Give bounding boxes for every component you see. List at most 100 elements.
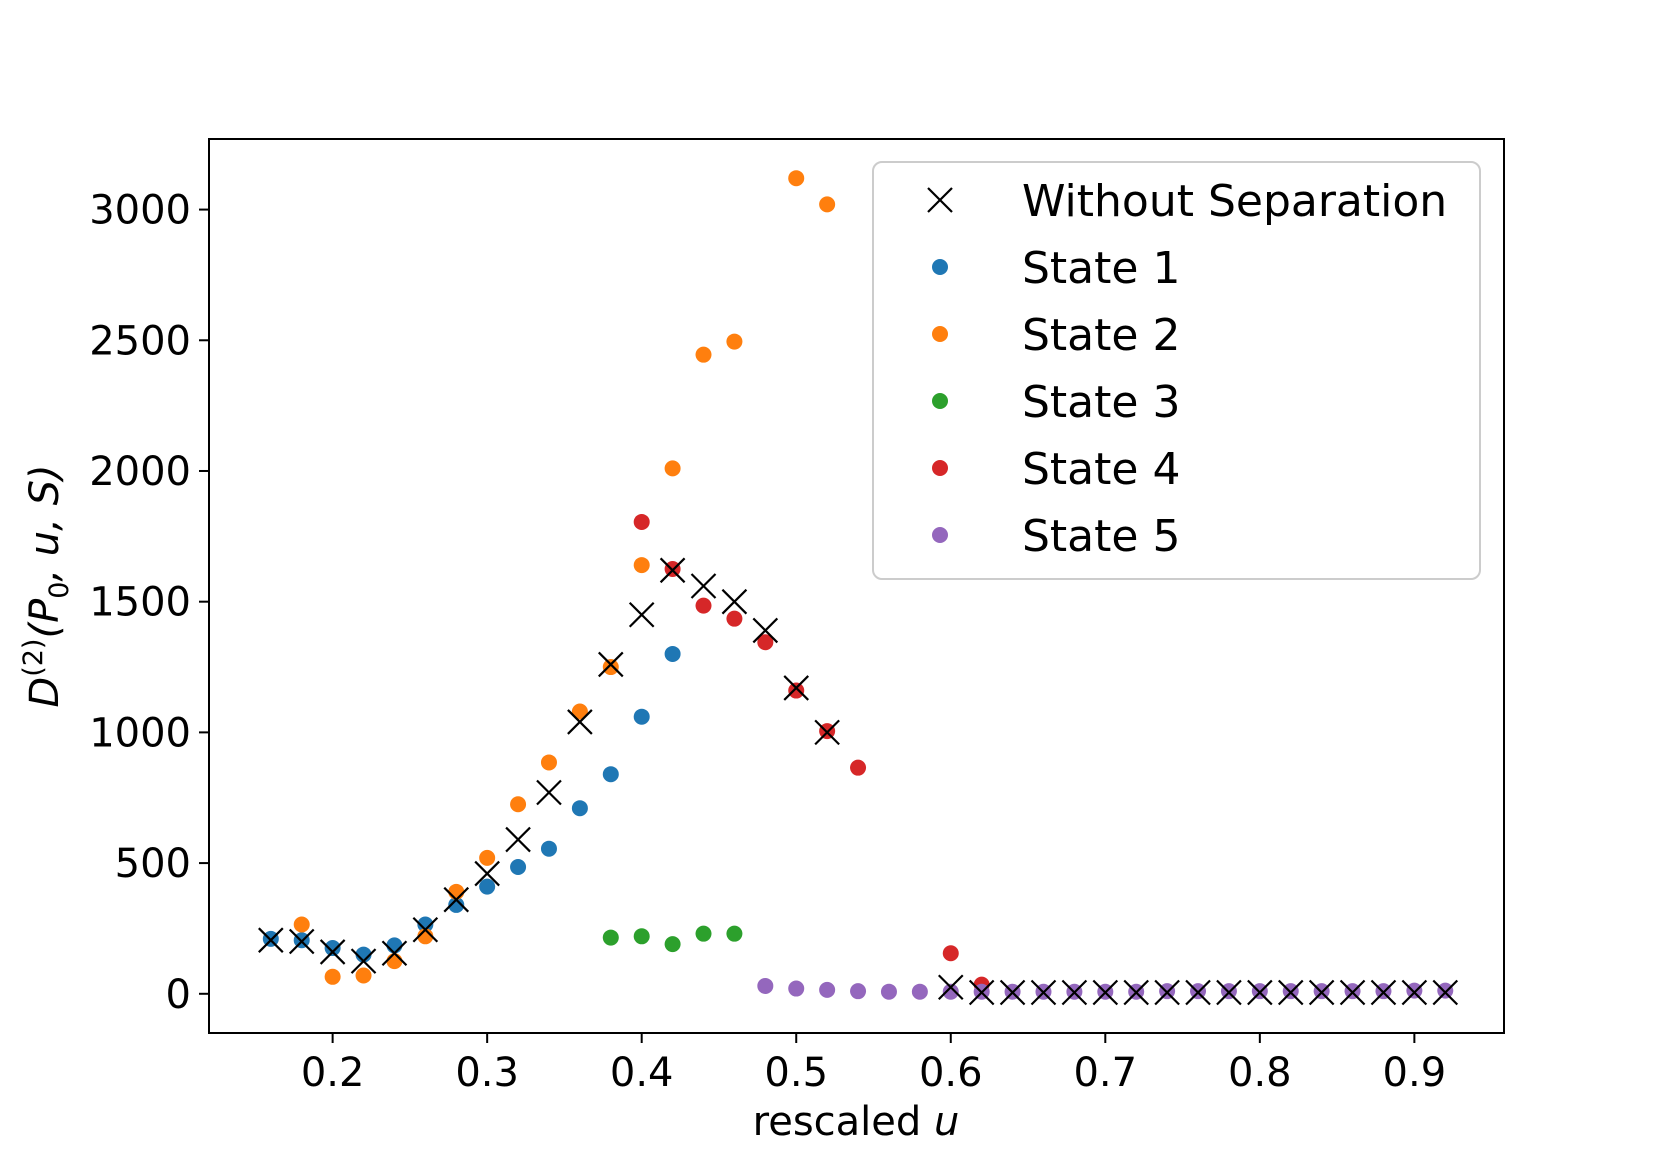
x-tick-label: 0.5 — [764, 1050, 828, 1096]
point-without-separation — [1030, 979, 1057, 1006]
point-state-1 — [540, 840, 557, 857]
point-without-separation — [258, 927, 284, 953]
point-without-separation — [1185, 979, 1211, 1006]
point-state-2 — [664, 460, 681, 477]
point-state-3 — [664, 936, 681, 953]
point-without-separation — [567, 709, 593, 735]
point-state-3 — [602, 929, 619, 946]
point-without-separation — [536, 779, 562, 806]
x-axis-label-var: u — [934, 1099, 959, 1145]
point-without-separation — [474, 860, 500, 887]
legend-marker-state-4 — [932, 460, 948, 476]
point-without-separation — [1401, 979, 1428, 1006]
point-state-4 — [633, 513, 650, 530]
point-without-separation — [1339, 979, 1366, 1006]
point-without-separation — [1092, 979, 1119, 1006]
point-without-separation — [721, 588, 748, 615]
x-tick-label: 0.9 — [1383, 1050, 1447, 1096]
x-tick-label: 0.8 — [1228, 1050, 1292, 1096]
point-without-separation — [999, 979, 1026, 1006]
x-tick-label: 0.7 — [1073, 1050, 1137, 1096]
point-state-1 — [479, 878, 496, 895]
point-state-1 — [571, 800, 588, 817]
point-state-4 — [757, 634, 774, 651]
legend-label-state-2: State 2 — [1022, 310, 1180, 361]
y-axis-label-sub: 0 — [44, 582, 75, 599]
legend-label-state-5: State 5 — [1022, 511, 1180, 562]
y-tick-label: 2000 — [89, 449, 191, 495]
legend-marker-state-3 — [932, 393, 948, 409]
legend-label-state-3: State 3 — [1022, 377, 1180, 428]
point-without-separation — [505, 826, 531, 853]
legend-label-without-separation: Without Separation — [1022, 176, 1447, 227]
point-state-1 — [602, 766, 619, 783]
y-tick-label: 500 — [115, 841, 191, 887]
point-without-separation — [381, 940, 408, 967]
x-axis-label-text: rescaled — [753, 1099, 934, 1145]
y-tick-label: 1500 — [89, 580, 191, 626]
point-state-5 — [1406, 982, 1423, 999]
point-without-separation — [598, 651, 624, 678]
point-state-1 — [448, 896, 465, 913]
point-state-5 — [788, 980, 805, 997]
y-tick-label: 2500 — [89, 318, 191, 364]
point-state-5 — [757, 977, 774, 994]
point-state-1 — [633, 708, 650, 725]
point-state-1 — [510, 859, 527, 876]
point-state-3 — [633, 928, 650, 945]
point-state-2 — [324, 968, 341, 985]
x-tick-label: 0.3 — [455, 1050, 519, 1096]
point-state-5 — [942, 983, 959, 1000]
point-without-separation — [443, 886, 470, 913]
point-state-3 — [695, 925, 712, 942]
point-state-2 — [510, 796, 527, 813]
point-state-2 — [355, 967, 372, 984]
legend-box — [872, 161, 1481, 580]
y-axis-label-base: D — [22, 677, 68, 708]
point-without-separation — [1432, 979, 1459, 1006]
point-without-separation — [659, 557, 686, 584]
point-state-2 — [633, 557, 650, 574]
legend-label-state-4: State 4 — [1022, 444, 1180, 495]
point-without-separation — [350, 948, 377, 974]
data-points — [258, 170, 1459, 1006]
point-state-5 — [880, 983, 897, 1000]
x-axis-label: rescaled u — [753, 1099, 960, 1145]
x-axis: 0.2 0.3 0.4 0.5 0.6 0.7 0.8 0.9 — [301, 1033, 1446, 1096]
point-state-2 — [819, 196, 836, 213]
point-state-2 — [540, 754, 557, 771]
point-state-2 — [386, 953, 403, 970]
point-without-separation — [1123, 979, 1149, 1006]
point-state-3 — [726, 925, 743, 942]
point-without-separation — [690, 573, 717, 599]
point-state-5 — [819, 981, 836, 998]
point-state-4 — [942, 945, 959, 962]
legend-marker-state-2 — [932, 326, 948, 342]
point-without-separation — [319, 939, 346, 965]
y-tick-label: 1000 — [89, 710, 191, 756]
point-without-separation — [1277, 979, 1304, 1006]
point-without-separation — [814, 719, 840, 746]
point-without-separation — [1061, 979, 1088, 1006]
legend-marker-state-1 — [932, 259, 948, 275]
point-without-separation — [1216, 979, 1242, 1006]
point-state-2 — [448, 883, 465, 900]
point-state-2 — [788, 170, 805, 187]
x-tick-label: 0.6 — [919, 1050, 983, 1096]
y-axis: 0 500 1000 1500 2000 2500 3000 — [89, 188, 209, 1018]
x-tick-label: 0.2 — [301, 1050, 365, 1096]
legend: Without Separation State 1 State 2 State 3 S… — [872, 161, 1481, 580]
point-state-5 — [850, 983, 867, 1000]
point-without-separation — [937, 974, 964, 1001]
y-axis-label-args: (P — [22, 598, 68, 639]
point-state-2 — [479, 849, 496, 866]
y-axis-label-rest: , u, S) — [22, 464, 68, 581]
point-state-2 — [571, 703, 588, 720]
legend-marker-without-separation — [927, 187, 953, 213]
point-state-4 — [850, 759, 867, 776]
point-without-separation — [628, 601, 655, 628]
point-state-4 — [726, 610, 743, 627]
point-without-separation — [412, 916, 439, 943]
point-state-1 — [324, 940, 341, 957]
